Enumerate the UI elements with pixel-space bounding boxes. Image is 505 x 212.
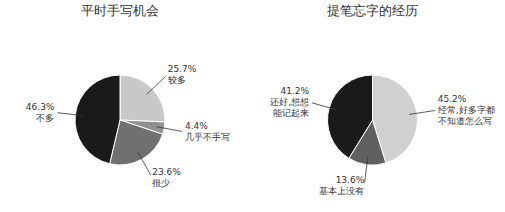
- svg-text:13.6%基本上没有: 13.6%基本上没有: [319, 175, 364, 196]
- svg-text:25.7%较多: 25.7%较多: [168, 64, 197, 85]
- svg-text:4.4%几乎不手写: 4.4%几乎不手写: [185, 121, 230, 142]
- svg-text:41.2%还好,想想能记起来: 41.2%还好,想想能记起来: [270, 86, 309, 118]
- html-text:提笔忘字的经历: 提笔忘字的经历: [327, 3, 418, 18]
- svg-text:23.6%很少: 23.6%很少: [152, 167, 181, 188]
- svg-text:45.2%经常,好多字都不知道怎么写: 45.2%经常,好多字都不知道怎么写: [438, 94, 495, 126]
- svg-text:46.3%不多: 46.3%不多: [26, 102, 55, 123]
- html-text:平时手写机会: 平时手写机会: [81, 3, 159, 18]
